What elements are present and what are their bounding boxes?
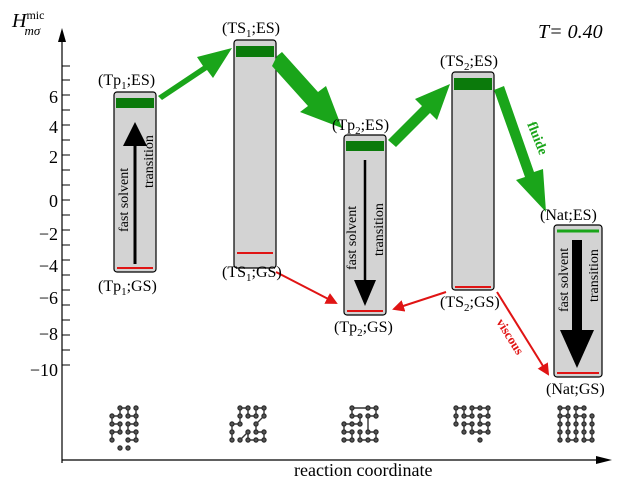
y-ticks — [62, 65, 70, 366]
y-tick-label: 2 — [49, 147, 58, 167]
viscous-label: viscous — [493, 316, 527, 358]
y-tick-label: 0 — [49, 191, 58, 211]
ts1-es-level — [236, 46, 274, 57]
label-ts1-gs: (TS1;GS) — [222, 264, 282, 284]
label-ts2-gs: (TS2;GS) — [440, 294, 500, 314]
label-ts2-es: (TS2;ES) — [440, 53, 498, 73]
y-axis-title: Hmic mσ — [11, 8, 44, 38]
y-tick-labels: 6 4 2 0 −2 −4 −6 −8 −10 — [30, 87, 58, 380]
temperature-label: T= 0.40 — [538, 21, 603, 43]
y-tick-label: −8 — [39, 324, 58, 344]
y-tick-label: −2 — [39, 224, 58, 244]
tp2-transition-arrowhead-icon — [354, 280, 376, 306]
conformation-ts1-icon — [229, 405, 267, 443]
x-axis-label: reaction coordinate — [294, 460, 432, 480]
nat-transition-arrowhead-icon — [560, 330, 594, 368]
tp1-es-level — [116, 98, 154, 108]
label-tp1-es: (Tp1;ES) — [98, 72, 155, 92]
ts2-box — [451, 71, 495, 291]
arrow-ts1-to-tp2 — [272, 52, 342, 128]
label-tp2-gs: (Tp2;GS) — [334, 319, 393, 339]
label-nat-es: (Nat;ES) — [540, 207, 597, 224]
tp1-transition-text-2: transition — [142, 135, 157, 188]
conformation-nat-icon — [557, 405, 595, 443]
y-tick-label: −4 — [39, 256, 58, 276]
label-tp2-es: (Tp2;ES) — [332, 117, 389, 137]
y-tick-label: −6 — [39, 288, 58, 308]
arrow-tp2-to-ts2 — [388, 84, 450, 147]
fluide-label: fluide — [523, 120, 550, 157]
nat-transition-arrow-shaft — [572, 240, 582, 332]
x-axis-arrow-icon — [596, 456, 612, 464]
arrow-ts1gs-to-tp2gs — [275, 271, 338, 304]
y-tick-label: −10 — [30, 360, 58, 380]
arrow-ts2-to-nat — [494, 86, 546, 212]
nat-transition-text-1: fast solvent — [557, 248, 572, 312]
y-tick-label: 4 — [49, 117, 58, 137]
tp2-es-level — [346, 141, 384, 151]
arrow-tp1-to-ts1 — [158, 48, 232, 100]
arrow-ts2gs-to-natgs — [496, 291, 550, 376]
tp2-transition-text-1: fast solvent — [345, 206, 360, 270]
tp2-transition-text-2: transition — [372, 203, 387, 256]
ts1-box — [233, 39, 277, 269]
y-tick-label: 6 — [49, 87, 58, 107]
conformation-tp2-icon — [341, 405, 379, 443]
label-nat-gs: (Nat;GS) — [546, 381, 605, 398]
label-tp1-gs: (Tp1;GS) — [98, 278, 157, 298]
tp1-transition-text-1: fast solvent — [117, 168, 132, 232]
label-ts1-es: (TS1;ES) — [222, 20, 280, 40]
y-axis-arrow-icon — [58, 28, 66, 42]
ts2-es-level — [454, 78, 492, 90]
conformation-ts2-icon — [453, 405, 491, 443]
conformation-tp1-icon — [109, 405, 139, 451]
arrow-ts2gs-to-tp2gs — [392, 291, 447, 312]
nat-transition-text-2: transition — [587, 249, 602, 302]
